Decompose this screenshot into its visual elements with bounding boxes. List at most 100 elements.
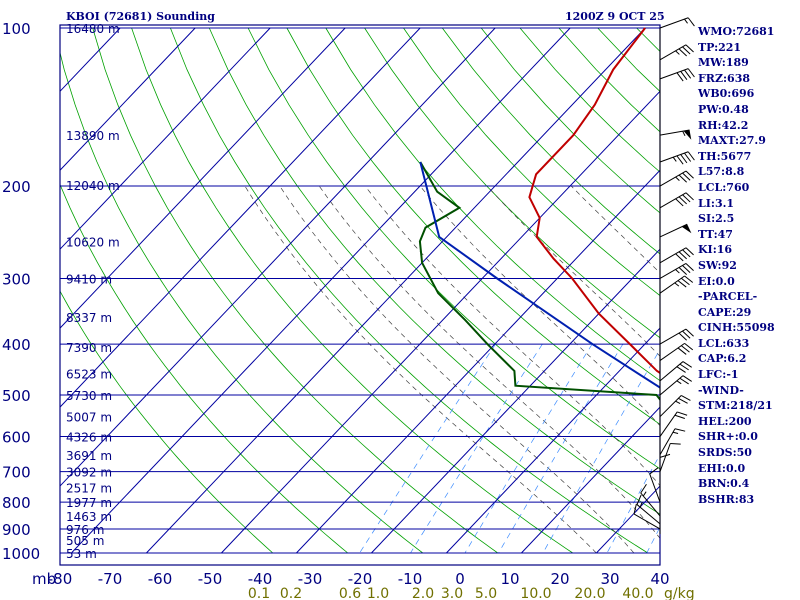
index-item: BRN:0.4 xyxy=(698,477,750,491)
index-item: TP:221 xyxy=(698,40,742,54)
height-label: 4326 m xyxy=(66,431,112,445)
wind-barb xyxy=(659,375,692,396)
temperature-tick-label: 20 xyxy=(550,570,569,588)
index-item: BSHR:83 xyxy=(698,492,755,506)
height-label: 1977 m xyxy=(66,496,112,510)
mixing-ratio-label: 10.0 xyxy=(520,586,551,600)
index-item: EI:0.0 xyxy=(698,274,735,288)
isotherm xyxy=(60,27,496,487)
index-item: WB0:696 xyxy=(698,87,755,101)
isotherm xyxy=(60,27,271,250)
wind-barb xyxy=(659,223,692,238)
index-item: CAP:6.2 xyxy=(698,352,747,366)
pressure-unit-label: mb xyxy=(32,570,56,588)
mixing-ratio-label: 0.2 xyxy=(280,586,302,600)
dry-adiabat xyxy=(792,28,800,553)
index-item: SHR+:0.0 xyxy=(698,430,758,444)
temperature-profile xyxy=(528,27,660,375)
mixing-ratio-label: 20.0 xyxy=(574,586,605,600)
wind-barb xyxy=(659,361,692,382)
mixing-ratio-label: 3.0 xyxy=(441,586,463,600)
index-item: LFC:-1 xyxy=(698,368,739,382)
moist-adiabat xyxy=(364,185,660,487)
wind-barb xyxy=(659,17,695,29)
dry-adiabat xyxy=(131,27,574,554)
profiles xyxy=(418,27,660,402)
mixing-ratio-line xyxy=(775,344,800,553)
index-item: SI:2.5 xyxy=(698,212,735,226)
isotherm xyxy=(60,27,421,408)
index-item: L57:8.8 xyxy=(698,165,745,179)
mixing-ratio-line xyxy=(464,343,593,554)
index-item: MW:189 xyxy=(698,56,749,70)
isotherm xyxy=(60,27,196,171)
wind-barb xyxy=(659,395,691,418)
index-item: MAXT:27.9 xyxy=(698,134,766,148)
dry-adiabat xyxy=(208,27,660,515)
index-item: TT:47 xyxy=(698,227,733,241)
height-label: 2517 m xyxy=(66,481,112,495)
index-item: SW:92 xyxy=(698,258,737,272)
parcel-profile xyxy=(419,161,660,389)
wind-barbs xyxy=(633,17,695,534)
isotherm xyxy=(446,327,660,554)
index-item: LI:3.1 xyxy=(698,196,735,210)
index-item: SRDS:50 xyxy=(698,446,752,460)
height-label: 13890 m xyxy=(66,129,120,143)
pressure-tick-label: 900 xyxy=(2,521,31,539)
wind-barb xyxy=(659,44,694,61)
pressure-tick-label: 800 xyxy=(2,494,31,512)
mixing-ratio-label: 5.0 xyxy=(475,586,497,600)
valid-time: 1200Z 9 OCT 25 xyxy=(565,10,665,23)
mixing-ratio-label: 1.0 xyxy=(367,586,389,600)
height-label: 9410 m xyxy=(66,272,112,286)
wind-barb xyxy=(659,342,694,361)
mixing-ratio-line xyxy=(542,348,660,554)
temperature-tick-label: -20 xyxy=(348,570,373,588)
height-label: 10620 m xyxy=(66,235,120,249)
station-title: KBOI (72681) Sounding xyxy=(66,10,215,23)
index-item: WMO:72681 xyxy=(698,25,775,38)
height-label: 6523 m xyxy=(66,367,112,381)
wind-barb xyxy=(636,494,661,525)
pressure-grid xyxy=(59,24,661,566)
dry-adiabat xyxy=(441,27,660,255)
dry-adiabat xyxy=(286,27,660,425)
pressure-tick-label: 400 xyxy=(2,336,31,354)
pressure-tick-label: 700 xyxy=(2,464,31,482)
wind-barb xyxy=(659,247,694,264)
wind-barb xyxy=(649,467,661,503)
mixing-ratio-unit: g/kg xyxy=(664,586,695,600)
wind-barb xyxy=(659,411,688,437)
wind-barb xyxy=(659,129,692,140)
index-item: PW:0.48 xyxy=(698,102,749,116)
height-label: 16480 m xyxy=(66,22,120,36)
temperature-tick-label: 30 xyxy=(600,570,619,588)
wind-barb xyxy=(659,428,686,456)
temperature-tick-label: -30 xyxy=(298,570,323,588)
pressure-tick-label: 600 xyxy=(2,429,31,447)
index-item: LCL:760 xyxy=(698,180,750,194)
temperature-tick-label: -60 xyxy=(148,570,173,588)
dry-adiabat xyxy=(364,27,660,339)
height-label: 505 m xyxy=(66,534,104,548)
height-label: 3691 m xyxy=(66,449,112,463)
height-label: 12040 m xyxy=(66,179,120,193)
height-label: 7390 m xyxy=(66,341,112,355)
wind-barb xyxy=(633,503,661,530)
sounding-indices: WMO:72681 TP:221 MW:189 FRZ:638 WB0:696 PW:0.… xyxy=(698,24,775,507)
mixing-ratio-label: 40.0 xyxy=(622,586,653,600)
wind-barb xyxy=(659,151,695,165)
mixing-ratio-line xyxy=(359,343,496,554)
isotherm xyxy=(521,406,660,554)
height-label: 5730 m xyxy=(66,389,112,403)
height-label: 8337 m xyxy=(66,311,112,325)
temperature-tick-label: 40 xyxy=(650,570,669,588)
wind-barb xyxy=(659,263,694,279)
dry-adiabat xyxy=(92,27,499,554)
temperature-tick-label: -40 xyxy=(248,570,273,588)
background-lines xyxy=(60,27,800,554)
mixing-ratio-label: 0.6 xyxy=(339,586,361,600)
